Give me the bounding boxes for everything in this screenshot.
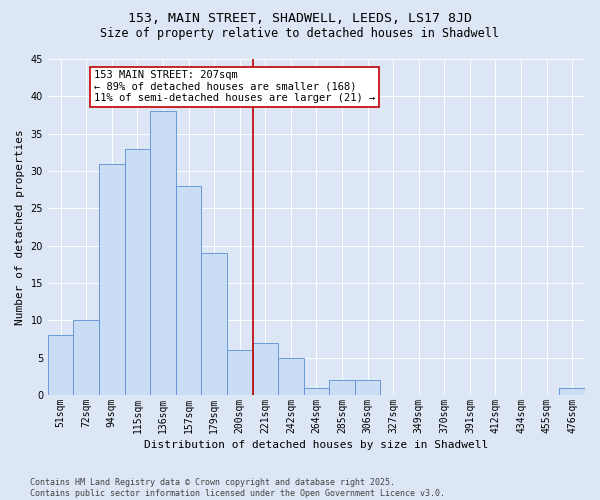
- Bar: [125, 148, 150, 395]
- Bar: [329, 380, 355, 395]
- Bar: [202, 253, 227, 395]
- Text: 153 MAIN STREET: 207sqm
← 89% of detached houses are smaller (168)
11% of semi-d: 153 MAIN STREET: 207sqm ← 89% of detache…: [94, 70, 375, 103]
- Bar: [278, 358, 304, 395]
- Text: Size of property relative to detached houses in Shadwell: Size of property relative to detached ho…: [101, 28, 499, 40]
- Bar: [227, 350, 253, 395]
- Bar: [48, 336, 73, 395]
- Bar: [73, 320, 99, 395]
- Y-axis label: Number of detached properties: Number of detached properties: [15, 129, 25, 325]
- X-axis label: Distribution of detached houses by size in Shadwell: Distribution of detached houses by size …: [145, 440, 488, 450]
- Bar: [304, 388, 329, 395]
- Text: 153, MAIN STREET, SHADWELL, LEEDS, LS17 8JD: 153, MAIN STREET, SHADWELL, LEEDS, LS17 …: [128, 12, 472, 26]
- Bar: [355, 380, 380, 395]
- Bar: [253, 343, 278, 395]
- Bar: [150, 112, 176, 395]
- Bar: [559, 388, 585, 395]
- Text: Contains HM Land Registry data © Crown copyright and database right 2025.
Contai: Contains HM Land Registry data © Crown c…: [30, 478, 445, 498]
- Bar: [99, 164, 125, 395]
- Bar: [176, 186, 202, 395]
